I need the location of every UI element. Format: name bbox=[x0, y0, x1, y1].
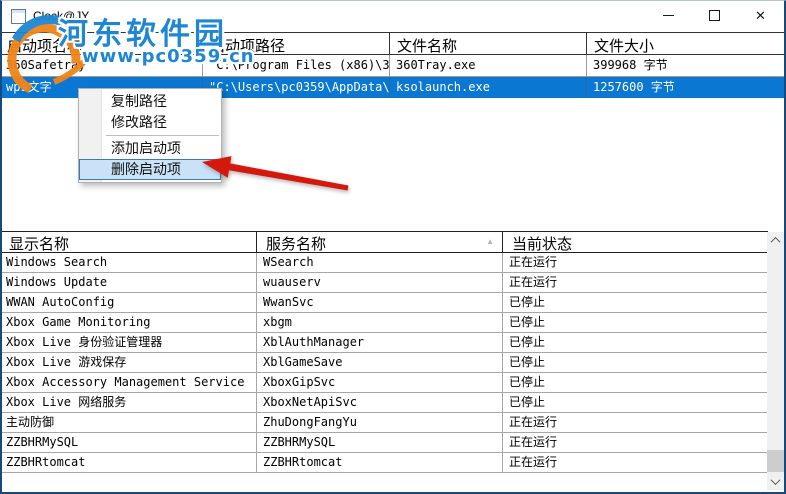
service-display-cell: ZZBHRtomcat bbox=[0, 453, 257, 472]
startup-path-cell: "C:\Users\pc0359\AppData\Loc... bbox=[203, 77, 390, 98]
startup-file-cell: ksolaunch.exe bbox=[390, 77, 587, 98]
scroll-up-button[interactable] bbox=[767, 232, 784, 249]
service-row[interactable]: Windows Update wuauserv 正在运行 bbox=[0, 273, 768, 293]
service-row[interactable]: Xbox Game Monitoring xbgm 已停止 bbox=[0, 313, 768, 333]
service-status-cell: 正在运行 bbox=[503, 273, 768, 292]
startup-size-cell: 1257600 字节 bbox=[593, 80, 675, 94]
menu-item-add-startup[interactable]: 添加启动项 bbox=[111, 140, 181, 156]
scroll-down-button[interactable] bbox=[767, 473, 784, 490]
menu-item-copy-path[interactable]: 复制路径 bbox=[111, 93, 167, 109]
service-name-cell: WwanSvc bbox=[257, 293, 503, 312]
service-row[interactable]: Windows Search WSearch 正在运行 bbox=[0, 253, 768, 273]
service-status-cell: 正在运行 bbox=[503, 433, 768, 452]
service-name-cell: XblAuthManager bbox=[257, 333, 503, 352]
service-status-cell: 正在运行 bbox=[503, 253, 768, 272]
service-display-cell: WWAN AutoConfig bbox=[0, 293, 257, 312]
scroll-up-icon bbox=[770, 236, 781, 247]
menu-separator bbox=[106, 135, 219, 136]
service-row[interactable]: WWAN AutoConfig WwanSvc 已停止 bbox=[0, 293, 768, 313]
service-status-cell: 已停止 bbox=[503, 353, 768, 372]
service-display-cell: Windows Update bbox=[0, 273, 257, 292]
services-scrollbar[interactable] bbox=[767, 232, 784, 490]
service-display-cell: Xbox Game Monitoring bbox=[0, 313, 257, 332]
service-status-cell: 正在运行 bbox=[503, 453, 768, 472]
service-display-cell: Windows Search bbox=[0, 253, 257, 272]
startup-header-size[interactable]: 文件大小 bbox=[594, 38, 655, 54]
menu-item-modify-path[interactable]: 修改路径 bbox=[111, 114, 167, 130]
service-row[interactable]: Xbox Accessory Management Service XboxGi… bbox=[0, 373, 768, 393]
context-menu-gutter bbox=[79, 89, 102, 182]
service-display-cell: ZZBHRMySQL bbox=[0, 433, 257, 452]
services-header-service-label: 服务名称 bbox=[266, 236, 327, 252]
service-display-cell: Xbox Live 游戏保存 bbox=[0, 353, 257, 372]
service-display-cell: 主动防御 bbox=[0, 413, 257, 432]
services-header-service[interactable]: 服务名称 ▲ bbox=[257, 232, 503, 252]
startup-path-cell: "C:\Program Files (x86)\360\... bbox=[203, 55, 390, 76]
scrollbar-thumb[interactable] bbox=[767, 450, 784, 472]
startup-header-path[interactable]: 启动项路径 bbox=[203, 33, 390, 54]
service-name-cell: ZhuDongFangYu bbox=[257, 413, 503, 432]
startup-table-header: 启动项名称 启动项路径 文件名称 文件大小 bbox=[0, 32, 786, 55]
startup-name-cell: 360Safetray bbox=[0, 55, 203, 76]
service-name-cell: XboxNetApiSvc bbox=[257, 393, 503, 412]
context-menu: 复制路径 修改路径 添加启动项 删除启动项 bbox=[78, 88, 222, 183]
service-name-cell: wuauserv bbox=[257, 273, 503, 292]
service-row[interactable]: Xbox Live 身份验证管理器 XblAuthManager 已停止 bbox=[0, 333, 768, 353]
minimize-icon bbox=[662, 15, 674, 16]
red-arrow-icon bbox=[202, 156, 349, 191]
scroll-down-icon bbox=[770, 475, 781, 486]
service-status-cell: 已停止 bbox=[503, 393, 768, 412]
service-status-cell: 已停止 bbox=[503, 333, 768, 352]
service-display-cell: Xbox Accessory Management Service bbox=[0, 373, 257, 392]
service-name-cell: XblGameSave bbox=[257, 353, 503, 372]
maximize-icon bbox=[708, 10, 720, 21]
minimize-button[interactable] bbox=[645, 1, 691, 30]
service-name-cell: ZZBHRMySQL bbox=[257, 433, 503, 452]
startup-header-name[interactable]: 启动项名称 bbox=[0, 33, 203, 54]
service-name-cell: ZZBHRtomcat bbox=[257, 453, 503, 472]
maximize-button[interactable] bbox=[691, 1, 737, 30]
services-header-status[interactable]: 当前状态 bbox=[503, 232, 768, 252]
service-status-cell: 已停止 bbox=[503, 373, 768, 392]
service-row[interactable]: Xbox Live 游戏保存 XblGameSave 已停止 bbox=[0, 353, 768, 373]
service-name-cell: xbgm bbox=[257, 313, 503, 332]
service-row[interactable]: ZZBHRMySQL ZZBHRMySQL 正在运行 bbox=[0, 433, 768, 453]
menu-item-delete-startup[interactable]: 删除启动项 bbox=[79, 159, 221, 180]
startup-header-file[interactable]: 文件名称 bbox=[390, 33, 587, 54]
startup-table-row[interactable]: 360Safetray "C:\Program Files (x86)\360\… bbox=[0, 55, 786, 77]
close-icon: ✕ bbox=[755, 8, 766, 23]
close-button[interactable]: ✕ bbox=[737, 1, 784, 30]
service-row[interactable]: ZZBHRtomcat ZZBHRtomcat 正在运行 bbox=[0, 453, 768, 473]
startup-file-cell: 360Tray.exe bbox=[390, 55, 587, 76]
service-status-cell: 已停止 bbox=[503, 293, 768, 312]
services-header-display[interactable]: 显示名称 bbox=[0, 232, 257, 252]
services-table-header: 显示名称 服务名称 ▲ 当前状态 bbox=[0, 231, 768, 253]
service-name-cell: XboxGipSvc bbox=[257, 373, 503, 392]
service-display-cell: Xbox Live 网络服务 bbox=[0, 393, 257, 412]
sort-asc-icon: ▲ bbox=[486, 237, 494, 246]
service-display-cell: Xbox Live 身份验证管理器 bbox=[0, 333, 257, 352]
service-name-cell: WSearch bbox=[257, 253, 503, 272]
service-row[interactable]: Xbox Live 网络服务 XboxNetApiSvc 已停止 bbox=[0, 393, 768, 413]
startup-size-cell: 399968 字节 bbox=[593, 58, 668, 72]
service-status-cell: 已停止 bbox=[503, 313, 768, 332]
form-window-icon bbox=[11, 9, 26, 24]
service-status-cell: 正在运行 bbox=[503, 413, 768, 432]
window-title: Clock@JY bbox=[33, 9, 90, 23]
service-row[interactable]: 主动防御 ZhuDongFangYu 正在运行 bbox=[0, 413, 768, 433]
